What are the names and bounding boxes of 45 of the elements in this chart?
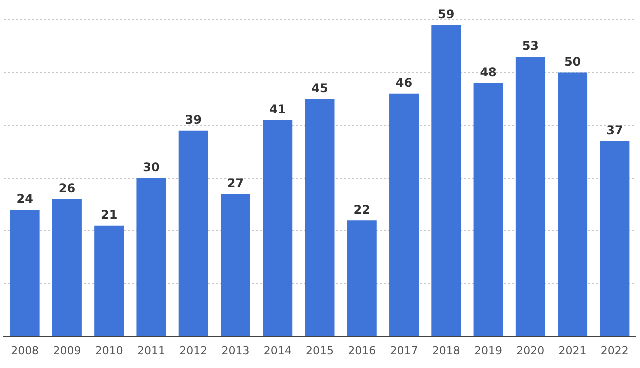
- x-tick-label: 2008: [11, 344, 40, 358]
- bar: [600, 141, 630, 336]
- data-label: 26: [58, 182, 76, 196]
- bar: [390, 94, 420, 336]
- bar: [263, 120, 293, 336]
- x-tick-label: 2011: [137, 344, 166, 358]
- bar: [94, 226, 124, 336]
- data-label: 22: [354, 202, 370, 217]
- bar: [178, 130, 208, 336]
- data-label: 21: [100, 208, 118, 222]
- data-label: 46: [396, 76, 413, 90]
- x-tick-label: 2021: [558, 344, 587, 358]
- data-label: 37: [606, 124, 624, 138]
- x-tick-label: 2015: [306, 344, 334, 358]
- bar: [220, 194, 250, 336]
- bar: [558, 72, 588, 336]
- x-tick-label: 2010: [95, 344, 124, 358]
- x-tick-label: 2012: [180, 344, 208, 358]
- bar: [432, 25, 462, 336]
- x-tick-label: 2018: [432, 344, 460, 358]
- bar: [10, 210, 40, 336]
- x-tick-label: 2022: [600, 344, 629, 358]
- data-label: 48: [480, 65, 497, 80]
- data-label: 39: [185, 113, 202, 128]
- data-label: 27: [227, 176, 244, 190]
- data-label: 45: [312, 81, 328, 96]
- data-label: 50: [564, 54, 582, 69]
- x-tick-label: 2019: [474, 344, 503, 358]
- bar: [474, 83, 504, 336]
- data-label: 30: [143, 160, 160, 175]
- x-tick-label: 2020: [516, 344, 545, 358]
- data-label: 59: [438, 7, 455, 22]
- bar: [305, 99, 335, 336]
- x-tick-label: 2014: [264, 344, 292, 358]
- data-label: 24: [16, 192, 34, 206]
- x-tick-label: 2016: [348, 344, 376, 358]
- data-label: 41: [270, 102, 286, 116]
- bar: [347, 220, 377, 336]
- x-tick-label: 2017: [390, 344, 418, 358]
- bar: [136, 178, 166, 336]
- x-tick-label: 2013: [222, 344, 250, 358]
- data-label: 53: [522, 39, 540, 54]
- bar: [516, 56, 546, 336]
- x-tick-label: 2009: [53, 344, 82, 358]
- bar: [52, 200, 82, 336]
